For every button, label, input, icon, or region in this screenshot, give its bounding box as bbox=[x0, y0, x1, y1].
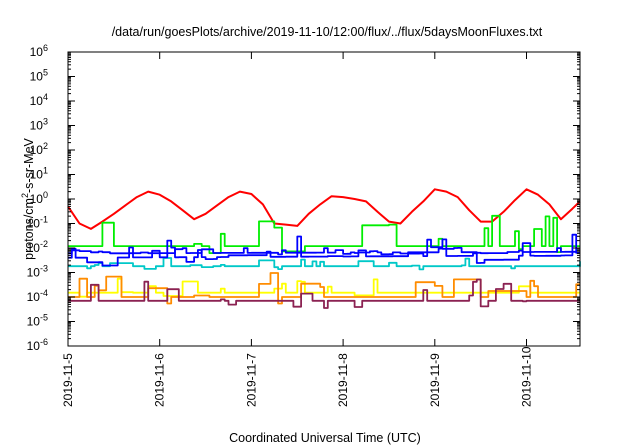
y-tick-label: 104 bbox=[30, 92, 48, 108]
y-axis-title-rest: -s-sr-MeV bbox=[22, 137, 36, 193]
series-line-5 bbox=[68, 247, 580, 256]
y-tick-label: 10-1 bbox=[27, 215, 48, 231]
series-line-8 bbox=[68, 278, 580, 309]
series-line-3 bbox=[68, 257, 581, 271]
x-tick-label: 2019-11-9 bbox=[428, 353, 442, 407]
x-tick-label: 2019-11-6 bbox=[153, 353, 167, 407]
y-tick-label: 100 bbox=[30, 190, 48, 206]
y-axis-title: protons/cm2-s-sr-MeV bbox=[20, 137, 36, 259]
y-tick-label: 102 bbox=[30, 141, 48, 157]
y-tick-label: 10-5 bbox=[27, 313, 48, 329]
y-axis-title-base: protons/cm bbox=[22, 198, 36, 260]
series-line-4 bbox=[68, 233, 580, 267]
y-tick-label: 103 bbox=[30, 117, 48, 133]
x-tick-label: 2019-11-7 bbox=[244, 353, 258, 407]
y-tick-label: 105 bbox=[30, 68, 48, 84]
plot-frame bbox=[67, 51, 581, 347]
series-line-1 bbox=[67, 188, 581, 230]
y-axis-title-superscript: 2 bbox=[20, 193, 30, 198]
ticks-layer: 10-6 10-5 10-4 10-3 10-2 10-1 100 101 102 103 104 1… bbox=[27, 43, 580, 407]
y-tick-label: 101 bbox=[30, 166, 48, 182]
x-tick-label: 2019-11-8 bbox=[336, 353, 350, 407]
chart-title: /data/run/goesPlots/archive/2019-11-10/1… bbox=[112, 25, 543, 39]
y-tick-label: 10-2 bbox=[27, 239, 48, 255]
y-tick-label: 10-4 bbox=[27, 288, 48, 304]
x-tick-label: 2019-11-5 bbox=[61, 353, 75, 407]
x-tick-label: 2019-11-10 bbox=[520, 346, 534, 407]
series-layer bbox=[67, 188, 581, 309]
x-axis-title: Coordinated Universal Time (UTC) bbox=[229, 431, 421, 445]
y-tick-label: 10-3 bbox=[27, 264, 48, 280]
y-tick-label: 10-6 bbox=[27, 337, 48, 353]
y-tick-label: 106 bbox=[30, 43, 48, 59]
series-line-2 bbox=[68, 214, 580, 254]
